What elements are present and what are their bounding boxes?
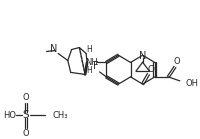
Text: N: N <box>139 51 146 61</box>
Text: O: O <box>148 65 155 74</box>
Text: OH: OH <box>186 79 199 88</box>
Text: N: N <box>50 44 57 54</box>
Text: O: O <box>174 57 180 66</box>
Text: HO: HO <box>3 111 16 120</box>
Text: O: O <box>23 129 29 138</box>
Text: O: O <box>23 93 29 102</box>
Text: F: F <box>93 61 99 71</box>
Text: H: H <box>86 66 92 75</box>
Text: S: S <box>23 111 29 121</box>
Text: CH₃: CH₃ <box>52 111 68 120</box>
Text: NH: NH <box>86 58 98 67</box>
Text: H: H <box>86 45 92 54</box>
